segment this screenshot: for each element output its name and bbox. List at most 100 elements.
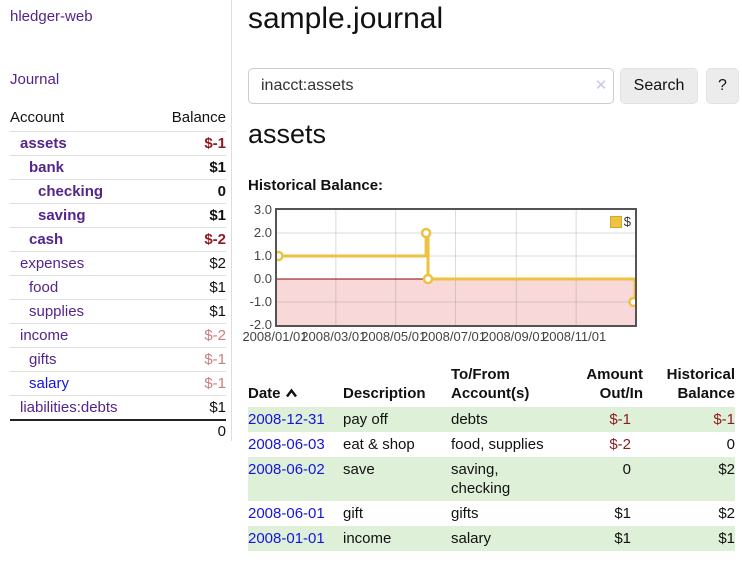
account-row: supplies $1 <box>10 299 226 323</box>
search-button[interactable]: Search <box>620 68 698 104</box>
account-link-salary[interactable]: salary <box>29 375 70 392</box>
clear-search-icon[interactable]: ✕ <box>594 77 608 94</box>
column-header-balance: Historical Balance <box>666 366 735 402</box>
register-row: 2008-06-02 save saving, checking 0 $2 <box>248 457 735 501</box>
account-link-expenses[interactable]: expenses <box>20 255 85 272</box>
account-link-income[interactable]: income <box>20 327 69 344</box>
account-balance: $1 <box>209 303 226 320</box>
account-balance: 0 <box>217 183 226 200</box>
y-axis-tick-label: 3.0 <box>253 202 272 217</box>
transaction-balance: $1 <box>718 530 735 547</box>
legend-label: $ <box>623 214 631 229</box>
register-table: Date Description To/From Account(s) Amou… <box>248 363 735 551</box>
transaction-accounts: debts <box>451 411 488 428</box>
chart-legend: $ <box>609 214 631 229</box>
x-axis-tick-label: 2008/07/01 <box>420 329 487 344</box>
account-link-bank[interactable]: bank <box>29 159 65 176</box>
transaction-description: gift <box>343 505 364 522</box>
account-link-supplies[interactable]: supplies <box>29 303 85 320</box>
account-balance: $1 <box>209 279 226 296</box>
register-row: 2008-12-31 pay off debts $-1 $-1 <box>248 407 735 432</box>
column-header-accounts: To/From Account(s) <box>451 366 530 402</box>
account-total-row: 0 <box>10 419 226 442</box>
account-balance: $-1 <box>204 375 226 392</box>
account-link-gifts[interactable]: gifts <box>29 351 57 368</box>
x-axis-tick-label: 2008/05/01 <box>361 329 427 344</box>
transaction-date-link[interactable]: 2008-06-02 <box>248 461 325 478</box>
account-balance: $-2 <box>204 231 226 248</box>
account-row: expenses $2 <box>10 251 226 275</box>
legend-swatch <box>609 215 622 228</box>
transaction-description: save <box>343 461 375 478</box>
transaction-accounts: gifts <box>451 505 479 522</box>
chart-title: Historical Balance: <box>248 177 384 194</box>
account-link-cash[interactable]: cash <box>29 231 64 248</box>
transaction-amount: $-2 <box>609 436 631 453</box>
account-row: salary $-1 <box>10 371 226 395</box>
y-axis-tick-label: -1.0 <box>249 294 272 309</box>
account-link-checking[interactable]: checking <box>38 183 104 200</box>
balance-column-header: Balance <box>171 109 226 126</box>
register-header-row: Date Description To/From Account(s) Amou… <box>248 363 735 407</box>
account-balance: $-1 <box>204 135 226 152</box>
transaction-balance: 0 <box>726 436 735 453</box>
chart-canvas <box>277 210 635 325</box>
account-row: income $-2 <box>10 323 226 347</box>
account-link-liabilities-debts[interactable]: liabilities:debts <box>20 399 118 416</box>
search-input[interactable] <box>248 68 614 104</box>
sort-ascending-icon <box>285 388 297 398</box>
transaction-amount: $-1 <box>609 411 631 428</box>
total-balance: 0 <box>217 423 226 440</box>
account-link-food[interactable]: food <box>29 279 59 296</box>
account-row: assets $-1 <box>10 131 226 155</box>
transaction-balance: $2 <box>718 461 735 478</box>
account-row: saving $1 <box>10 203 226 227</box>
date-header-label: Date <box>248 385 281 402</box>
transaction-accounts: food, supplies <box>451 436 544 453</box>
account-row: checking 0 <box>10 179 226 203</box>
transaction-description: pay off <box>343 411 388 428</box>
x-axis-tick-label: 2008/09/01 <box>481 329 547 344</box>
transaction-date-link[interactable]: 2008-12-31 <box>248 411 325 428</box>
sidebar-divider <box>231 0 232 441</box>
transaction-date-link[interactable]: 2008-06-01 <box>248 505 325 522</box>
register-row: 2008-06-03 eat & shop food, supplies $-2 0 <box>248 432 735 457</box>
account-balance-table: Account Balance assets $-1 bank $1 checking 0… <box>10 105 226 442</box>
transaction-accounts: saving, checking <box>451 461 511 497</box>
x-axis-tick-label: 2008/01/01 <box>242 329 308 344</box>
account-row: cash $-2 <box>10 227 226 251</box>
y-axis-tick-label: -2.0 <box>249 317 272 332</box>
x-axis-tick-label: 2008/11/01 <box>542 329 607 344</box>
help-button[interactable]: ? <box>706 68 739 104</box>
page-title: sample.journal <box>248 2 444 35</box>
account-table-header: Account Balance <box>10 105 226 131</box>
account-balance: $-1 <box>204 351 226 368</box>
account-row: gifts $-1 <box>10 347 226 371</box>
app-title-link[interactable]: hledger-web <box>10 8 93 25</box>
register-row: 2008-01-01 income salary $1 $1 <box>248 526 735 551</box>
account-link-saving[interactable]: saving <box>38 207 86 224</box>
account-balance: $1 <box>209 159 226 176</box>
account-row: liabilities:debts $1 <box>10 395 226 419</box>
account-heading: assets <box>248 119 327 149</box>
x-axis-tick-label: 2008/03/01 <box>301 329 367 344</box>
account-balance: $-2 <box>204 327 226 344</box>
sidebar-item-journal[interactable]: Journal <box>10 71 60 88</box>
y-axis-tick-label: 1.0 <box>253 248 272 263</box>
register-row: 2008-06-01 gift gifts $1 $2 <box>248 501 735 526</box>
account-row: food $1 <box>10 275 226 299</box>
transaction-balance: $-1 <box>713 411 735 428</box>
account-row: bank $1 <box>10 155 226 179</box>
chart-plot-area: $ <box>275 208 637 327</box>
account-link-assets[interactable]: assets <box>20 135 67 152</box>
transaction-description: eat & shop <box>343 436 415 453</box>
account-balance: $1 <box>209 399 226 416</box>
transaction-date-link[interactable]: 2008-01-01 <box>248 530 325 547</box>
historical-balance-chart: $ 3.0 2.0 1.0 0.0 -1.0 -2.0 2008/01/01 2008/03… <box>242 200 688 348</box>
column-header-date[interactable]: Date <box>248 363 343 407</box>
transaction-description: income <box>343 530 392 547</box>
transaction-date-link[interactable]: 2008-06-03 <box>248 436 325 453</box>
column-header-description: Description <box>343 385 426 402</box>
sidebar: hledger-web Journal Account Balance asse… <box>0 0 231 582</box>
main-content: sample.journal ✕ Search ? assets Histori… <box>242 0 742 582</box>
